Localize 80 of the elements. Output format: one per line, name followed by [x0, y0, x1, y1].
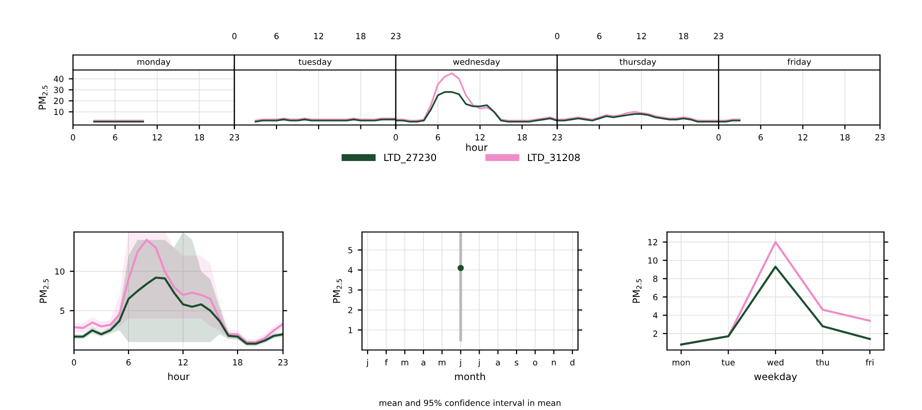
x-tick-label: 23 [278, 359, 288, 366]
y-tick-label: 20 [54, 98, 64, 104]
x-tick-label: f [384, 359, 388, 366]
y-tick-label: 6 [653, 294, 658, 300]
x-axis-title: hour [168, 372, 190, 380]
chart-title: friday [787, 58, 812, 67]
x-tick-label: tue [722, 360, 735, 366]
x2-tick-label: 12 [314, 32, 324, 40]
y-tick-label: 10 [54, 108, 64, 116]
x-tick-label: 18 [840, 134, 850, 140]
x-tick-label: a [496, 360, 500, 366]
y-tick-label: 10 [55, 268, 64, 275]
x-axis-title: weekday [754, 372, 797, 382]
y-tick-label: 30 [54, 86, 64, 94]
y-tick-label: 5 [60, 308, 64, 314]
x-tick-label: a [421, 360, 426, 366]
x-tick-label: d [570, 359, 574, 366]
x2-tick-label: 6 [274, 32, 279, 40]
x-tick-label: 23 [230, 134, 240, 140]
x-tick-label: 12 [798, 134, 808, 140]
x-tick-label: m [438, 360, 446, 366]
x-tick-label: 0 [70, 134, 76, 140]
x2-tick-label: 0 [232, 32, 236, 40]
x-axis-title: month [455, 372, 485, 380]
x2-tick-label: 18 [679, 32, 688, 40]
x-tick-label: 18 [518, 134, 527, 140]
x-tick-label: 23 [552, 134, 562, 140]
x-tick-label: 0 [394, 134, 398, 140]
x-tick-label: 6 [126, 359, 131, 366]
x-tick-label: 0 [716, 134, 721, 140]
chart-title: monday [138, 58, 170, 67]
chart-title: tuesday [298, 58, 332, 67]
x-tick-label: j [478, 359, 480, 368]
x2-tick-label: 0 [555, 32, 560, 40]
y-tick-label: 12 [648, 239, 658, 246]
x2-tick-label: 23 [391, 32, 400, 40]
x-tick-label: 6 [113, 134, 118, 140]
text: mean and 95% confidence interval in mean [380, 400, 560, 406]
y-tick-label: 1 [348, 327, 352, 334]
x-tick-label: j [459, 359, 462, 368]
y-axis-title: PM$_{2.5}$ [40, 279, 48, 303]
x-tick-label: 12 [152, 134, 162, 140]
x2-tick-label: 6 [597, 32, 602, 40]
y-axis-title: PM$_{2.5}$ [38, 86, 48, 110]
x-tick-label: 12 [178, 359, 188, 366]
x-tick-label: mon [672, 360, 690, 366]
x-tick-label: 6 [436, 134, 440, 140]
y-tick-label: 2 [653, 330, 658, 337]
legend-label: LTD_27230 [384, 154, 436, 164]
x-tick-label: m [402, 360, 408, 366]
chart-title: wednesday [453, 58, 500, 67]
x-tick-label: thu [816, 359, 829, 366]
x2-tick-label: 18 [356, 32, 366, 40]
y-tick-label: 4 [348, 267, 353, 274]
x-tick-label: 12 [476, 134, 484, 140]
x-tick-label: n [552, 360, 556, 366]
x-tick-label: j [366, 359, 368, 368]
x-tick-label: 18 [194, 134, 204, 140]
x2-tick-label: 12 [637, 32, 646, 40]
y-tick-label: 4 [653, 312, 658, 318]
x2-tick-label: 23 [714, 32, 724, 40]
y-tick-label: 2 [348, 306, 352, 314]
y-axis-title: PM$_{2.5}$ [332, 279, 342, 303]
chart-title: thursday [620, 58, 656, 67]
x-tick-label: 23 [875, 134, 885, 140]
x-tick-label: 0 [72, 359, 76, 366]
x-tick-label: 6 [758, 134, 763, 140]
y-tick-label: 10 [648, 257, 658, 264]
legend-label: LTD_31208 [528, 154, 580, 164]
x-tick-label: o [533, 360, 538, 366]
x-tick-label: wed [767, 359, 784, 366]
x-tick-label: s [514, 360, 518, 366]
y-tick-label: 8 [653, 276, 658, 282]
y-axis-title: PM$_{2.5}$ [632, 279, 642, 303]
y-tick-label: 3 [348, 286, 352, 294]
x-tick-label: 18 [233, 359, 242, 366]
x-axis-title: hour [466, 143, 488, 152]
x-tick-label: fri [866, 359, 874, 366]
y-tick-label: 40 [54, 76, 64, 82]
y-tick-label: 5 [348, 247, 352, 254]
